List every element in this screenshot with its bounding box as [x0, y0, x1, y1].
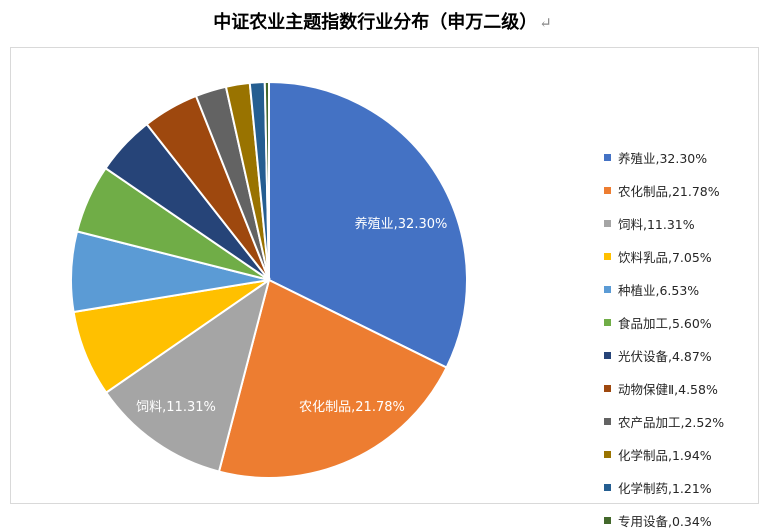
legend-swatch — [604, 318, 611, 326]
chart-title-row: 中证农业主题指数行业分布（申万二级） ↵ — [0, 8, 765, 38]
legend-swatch — [604, 186, 611, 194]
legend-label: 种植业,6.53% — [618, 282, 700, 298]
legend-swatch — [604, 384, 611, 392]
legend-item: 化学制药,1.21% — [604, 478, 712, 496]
legend-item: 专用设备,0.34% — [604, 511, 712, 529]
legend-label: 农产品加工,2.52% — [618, 414, 725, 430]
legend-label: 饲料,11.31% — [618, 216, 695, 232]
legend-item: 农产品加工,2.52% — [604, 412, 724, 430]
legend-swatch — [604, 483, 611, 491]
legend-label: 动物保健Ⅱ,4.58% — [618, 381, 718, 397]
legend-label: 食品加工,5.60% — [618, 315, 712, 331]
legend-item: 农化制品,21.78% — [604, 181, 720, 199]
slice-data-label: 饲料,11.31% — [136, 400, 216, 415]
slice-data-label: 农化制品,21.78% — [299, 400, 405, 415]
legend-label: 饮料乳品,7.05% — [618, 249, 712, 265]
legend-item: 种植业,6.53% — [604, 280, 699, 298]
legend-swatch — [604, 285, 611, 293]
legend-swatch — [604, 516, 611, 524]
legend-item: 养殖业,32.30% — [604, 148, 707, 166]
legend-item: 化学制品,1.94% — [604, 445, 712, 463]
chart-title: 中证农业主题指数行业分布（申万二级） — [213, 12, 538, 33]
pie-slice-2 — [217, 278, 448, 479]
slice-data-label: 养殖业,32.30% — [355, 216, 448, 232]
pie-slice-3 — [104, 277, 271, 473]
legend-label: 化学制品,1.94% — [618, 447, 712, 463]
legend-item: 动物保健Ⅱ,4.58% — [604, 379, 718, 397]
legend-label: 专用设备,0.34% — [618, 513, 712, 529]
legend-label: 养殖业,32.30% — [618, 150, 708, 166]
chart-area: 养殖业,32.30% 农化制品,21.78% 饲料,11.31% 养殖业,32.30… — [10, 47, 759, 529]
legend-label: 农化制品,21.78% — [618, 183, 720, 199]
legend-label: 化学制药,1.21% — [618, 480, 712, 496]
legend-item: 饲料,11.31% — [604, 214, 695, 232]
legend-swatch — [604, 417, 611, 425]
legend-label: 光伏设备,4.87% — [618, 348, 712, 364]
legend-item: 饮料乳品,7.05% — [604, 247, 712, 265]
legend-swatch — [604, 219, 611, 227]
pie-slice-12 — [263, 80, 270, 281]
legend-swatch — [604, 153, 611, 161]
legend-swatch — [604, 351, 611, 359]
pie-slice-1 — [268, 80, 468, 369]
legend-swatch — [604, 450, 611, 458]
pie-chart: 养殖业,32.30% 农化制品,21.78% 饲料,11.31% — [70, 80, 468, 479]
return-mark: ↵ — [539, 14, 552, 32]
legend-item: 食品加工,5.60% — [604, 313, 712, 331]
legend-item: 光伏设备,4.87% — [604, 346, 712, 364]
legend-swatch — [604, 252, 611, 260]
